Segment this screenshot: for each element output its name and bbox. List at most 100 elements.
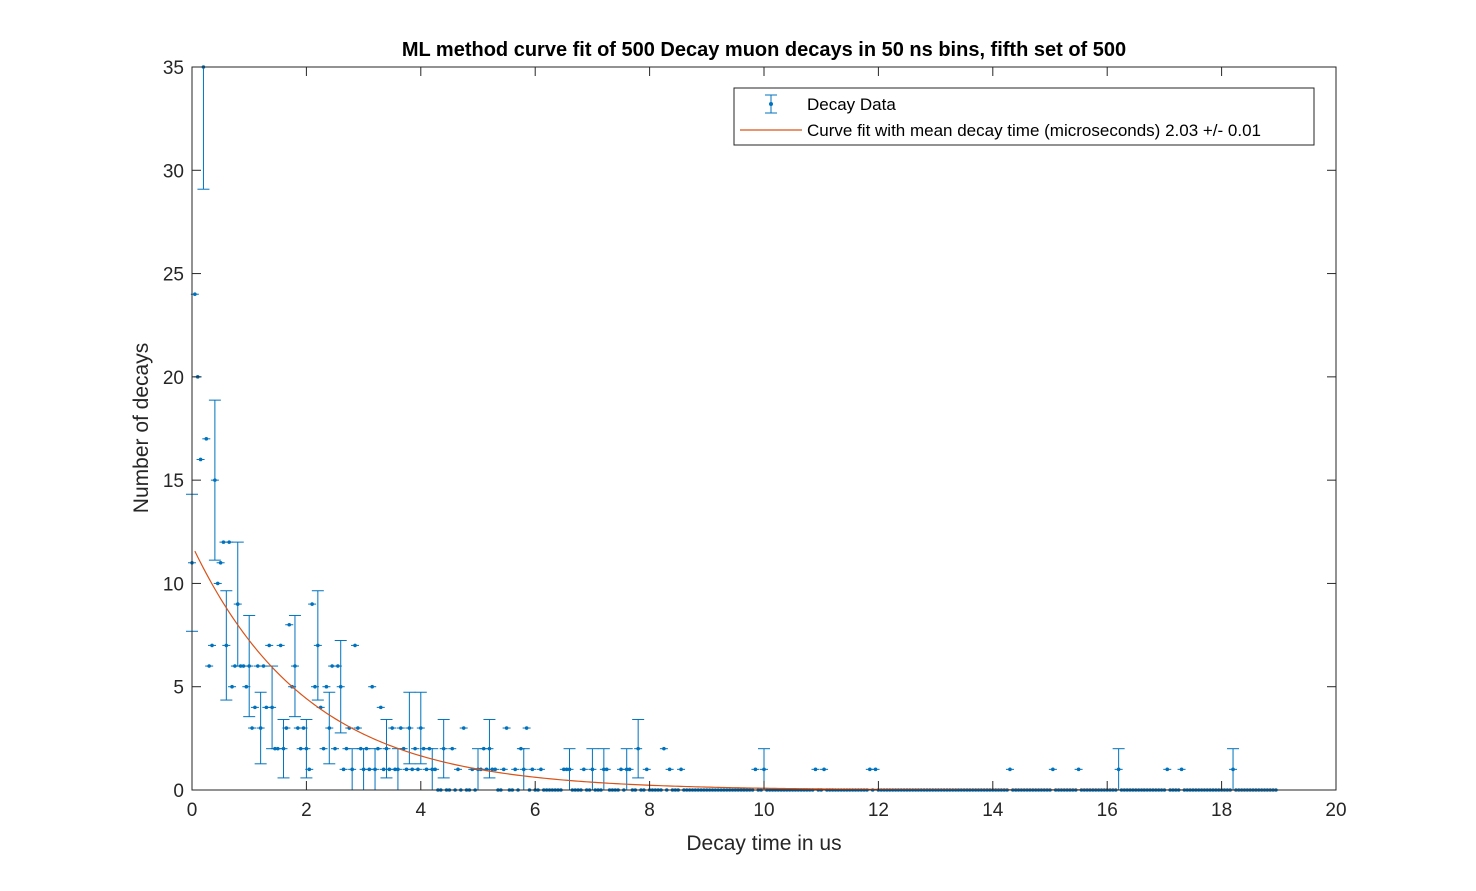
data-point (230, 684, 234, 689)
data-point (1179, 767, 1184, 772)
data-point (298, 746, 303, 751)
data-point (433, 767, 437, 772)
legend-label-curve-fit: Curve fit with mean decay time (microsec… (807, 121, 1261, 140)
data-point (350, 767, 354, 772)
data-point (341, 767, 346, 772)
data-point (384, 746, 389, 751)
data-point (398, 726, 403, 730)
data-point (679, 767, 683, 772)
data-point (270, 705, 274, 710)
data-point (636, 746, 640, 751)
data-point (530, 767, 535, 772)
tick-layer: 0 2 4 6 8 10 12 14 16 18 20 0 5 10 15 20 25 30 35 (163, 58, 1347, 821)
data-point (390, 726, 395, 730)
data-point (224, 643, 229, 648)
data-point (278, 643, 283, 648)
data-point (255, 664, 260, 668)
data-point (504, 726, 509, 730)
data-point (373, 767, 377, 772)
data-point (424, 767, 429, 772)
data-point (264, 705, 269, 710)
data-point (215, 581, 220, 586)
data-point (501, 767, 506, 772)
data-point (762, 767, 766, 772)
y-tick-label: 35 (163, 58, 184, 79)
data-point (321, 746, 326, 751)
chart-title: ML method curve fit of 500 Decay muon de… (402, 39, 1126, 61)
data-point (193, 292, 197, 297)
data-point (1051, 767, 1055, 772)
data-point (221, 540, 226, 544)
data-point (590, 767, 595, 772)
data-point (873, 767, 878, 772)
data-point (210, 643, 214, 648)
x-tick-label: 4 (416, 800, 427, 821)
data-point (456, 767, 460, 772)
data-point (481, 746, 486, 751)
data-point (822, 767, 826, 772)
data-point (404, 767, 409, 772)
data-point (287, 622, 292, 627)
data-point (316, 643, 320, 648)
data-point (338, 684, 343, 689)
y-axis-label: Number of decays (130, 343, 153, 513)
data-point (410, 767, 415, 772)
data-point (276, 746, 280, 751)
data-point (619, 767, 623, 772)
x-axis-label: Decay time in us (686, 832, 841, 855)
x-tick-label: 2 (301, 800, 312, 821)
data-point (413, 746, 417, 751)
y-tick-label: 10 (163, 574, 184, 595)
data-point (662, 746, 666, 751)
data-point (1165, 767, 1170, 772)
data-point (244, 684, 249, 689)
data-point (247, 664, 251, 668)
data-point (324, 684, 329, 689)
data-point (336, 664, 340, 668)
data-point (235, 602, 240, 606)
data-point (364, 746, 369, 751)
data-point (667, 767, 672, 772)
data-point (604, 767, 609, 772)
data-point (813, 767, 818, 772)
data-point (513, 767, 517, 772)
y-tick-label: 20 (163, 368, 184, 389)
data-point (1231, 767, 1235, 772)
y-tick-label: 0 (173, 781, 184, 802)
data-point (487, 746, 492, 751)
data-point (416, 767, 420, 772)
data-point (521, 767, 526, 772)
data-point (381, 767, 386, 772)
y-tick-label: 25 (163, 265, 184, 286)
data-point (461, 726, 466, 730)
data-point (582, 767, 586, 772)
legend: Decay Data Curve fit with mean decay tim… (733, 87, 1315, 146)
data-point (419, 726, 423, 730)
data-point (213, 478, 217, 482)
data-point (378, 705, 383, 710)
data-point (1116, 767, 1121, 772)
legend-label-decay-data: Decay Data (807, 95, 896, 114)
data-point (253, 705, 257, 710)
x-tick-label: 0 (187, 800, 198, 821)
data-point (450, 746, 455, 751)
data-point (250, 726, 254, 730)
data-point (567, 767, 572, 772)
data-point (327, 726, 332, 730)
data-point (441, 746, 446, 751)
x-tick-label: 14 (982, 800, 1004, 821)
data-point (1008, 767, 1012, 772)
data-point (304, 746, 309, 751)
data-point (376, 746, 380, 751)
data-point (524, 726, 529, 730)
data-point (261, 664, 266, 668)
x-tick-label: 18 (1211, 800, 1232, 821)
data-point (367, 767, 372, 772)
data-point (281, 746, 286, 751)
data-point (218, 560, 223, 565)
data-point (313, 684, 317, 689)
plot-area (192, 67, 1336, 790)
data-point (333, 746, 337, 751)
data-point (353, 643, 357, 648)
